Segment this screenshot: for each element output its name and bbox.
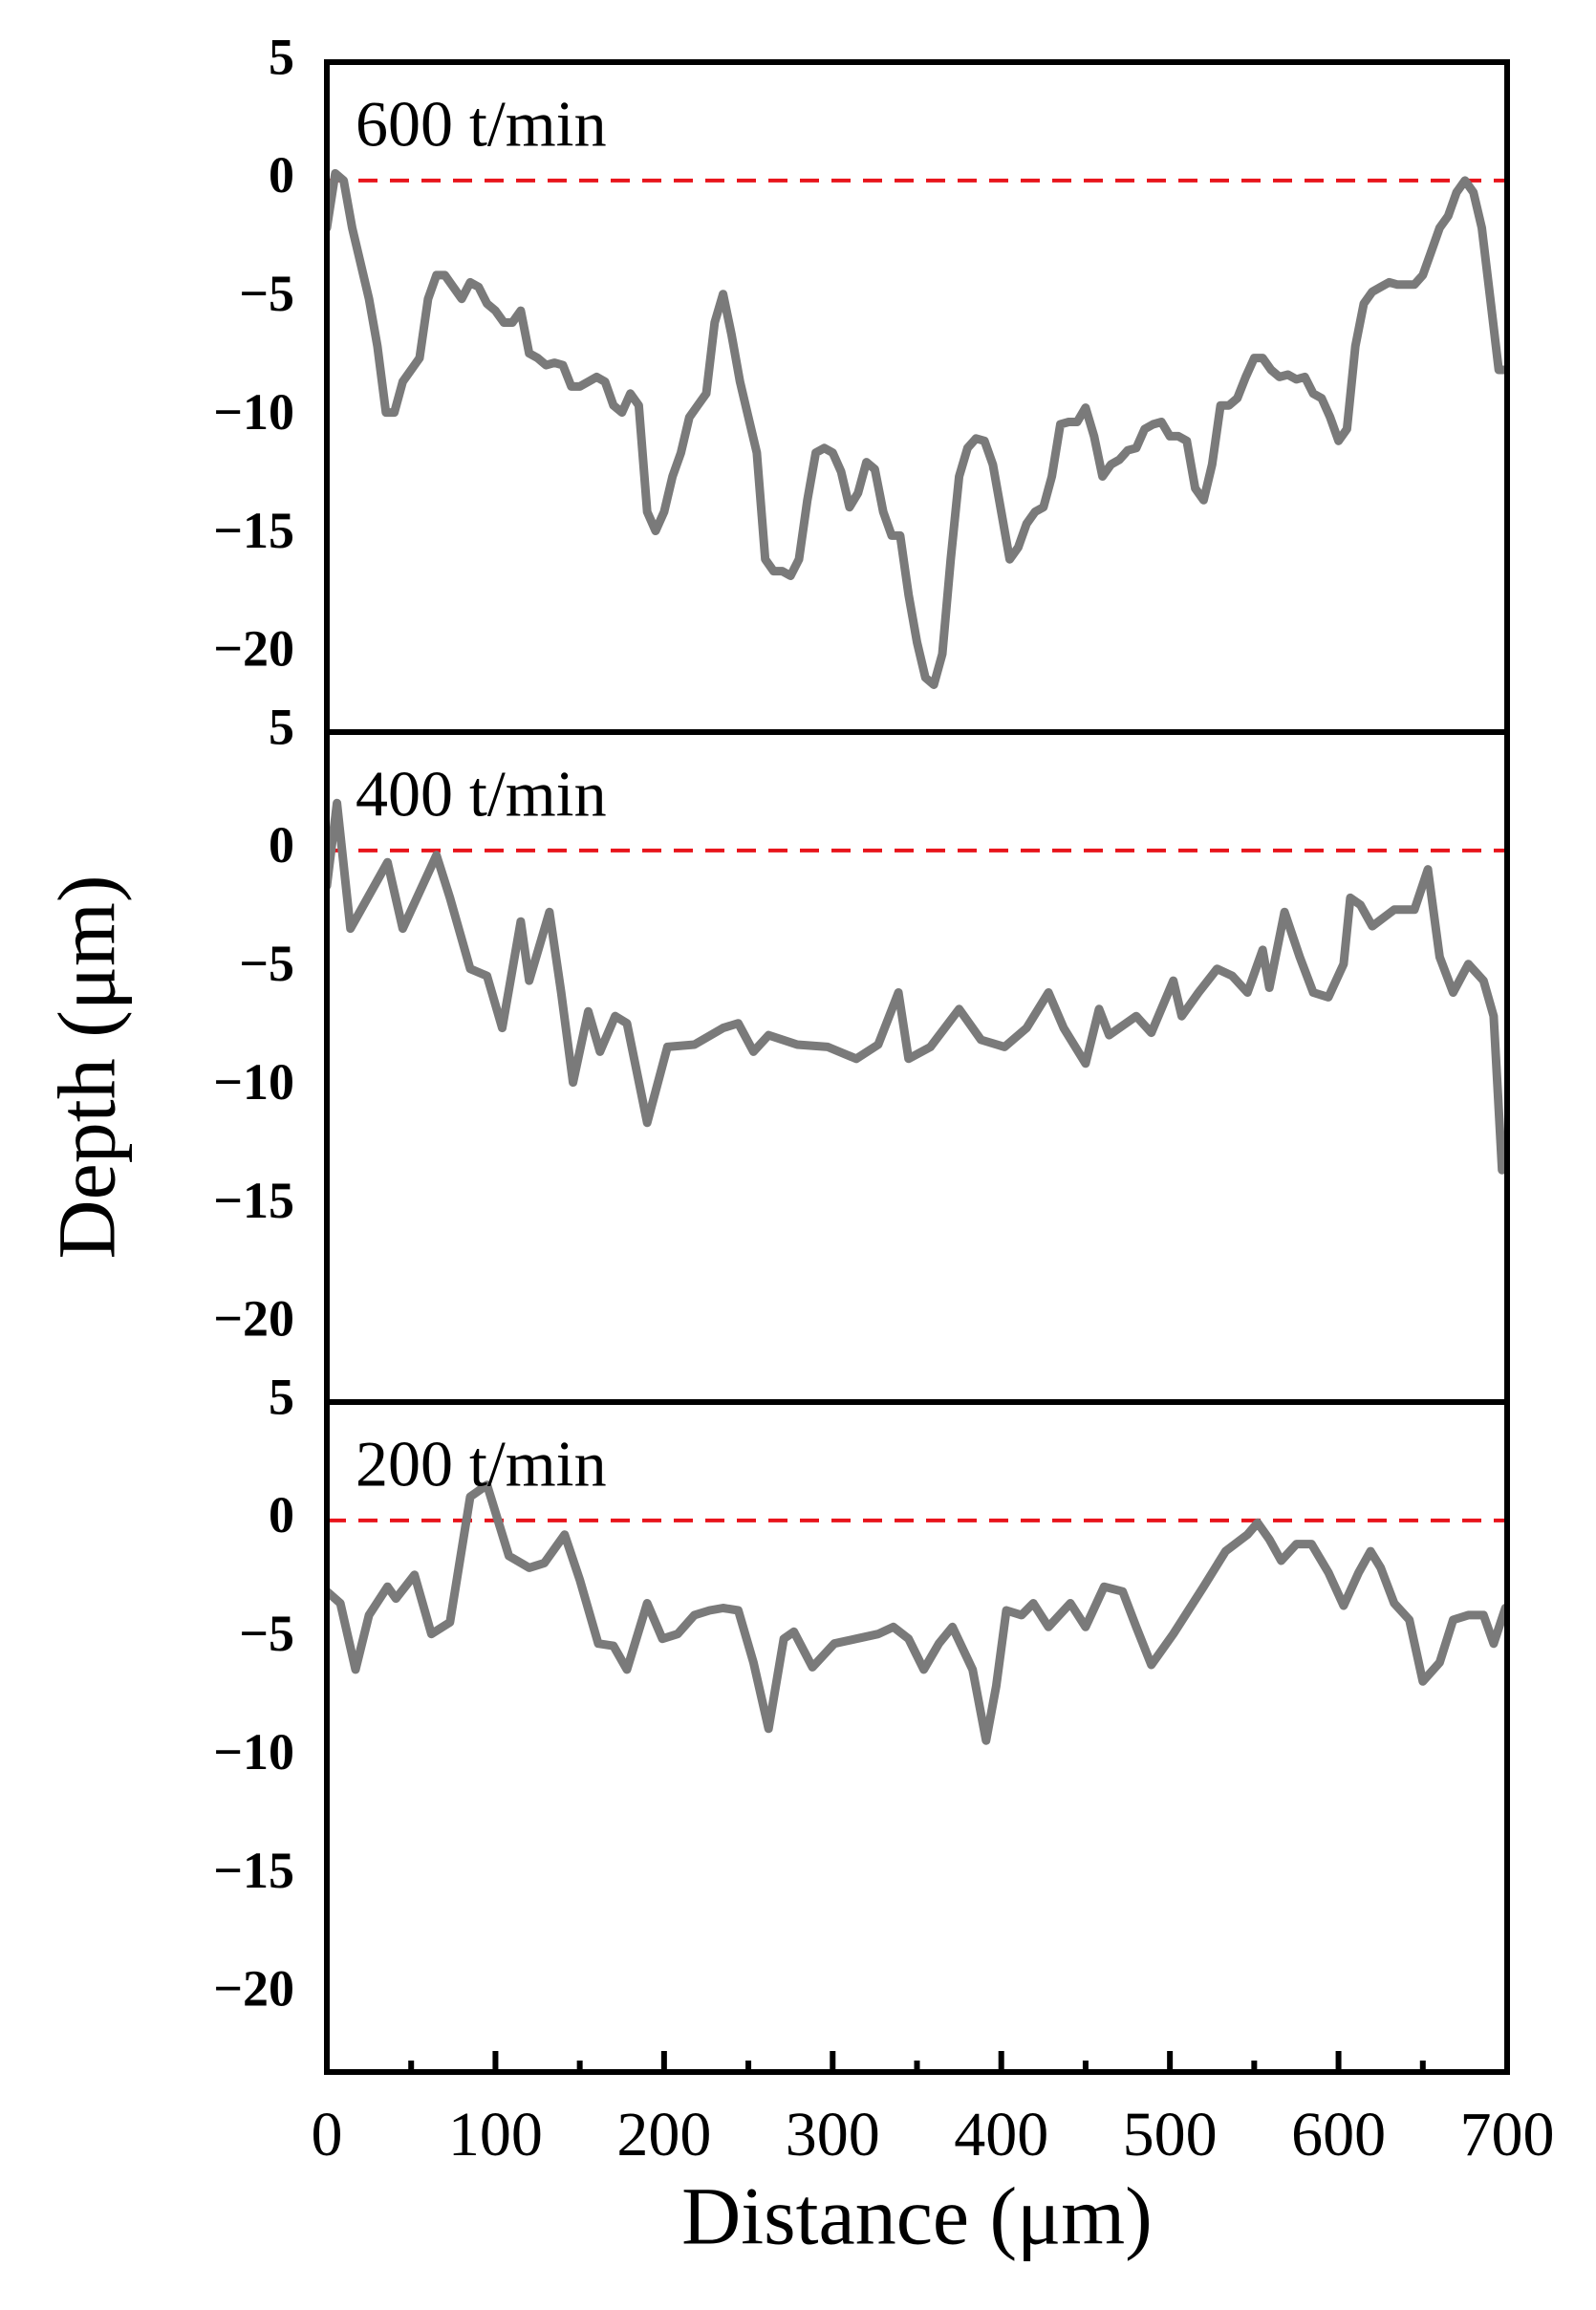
data-line [327,798,1507,1175]
panel-frame [324,729,1510,1405]
plot-area [327,168,1507,689]
y-tick-label: 5 [269,28,294,85]
panel-label: 400 t/min [356,758,607,831]
panel-label: 200 t/min [356,1428,607,1500]
y-tick-label: −20 [213,1960,294,2018]
y-tick-label: −15 [213,1172,294,1229]
y-tick-label: −20 [213,1290,294,1348]
x-tick-label: 700 [1460,2100,1555,2170]
x-tick-label: 300 [786,2100,880,2170]
plot-area [327,798,1507,1175]
y-tick-label: −10 [213,1053,294,1111]
y-tick-label: −15 [213,502,294,559]
plot-area [327,1480,1507,1745]
y-tick-label: 5 [269,1368,294,1425]
x-tick-label: 100 [448,2100,543,2170]
y-tick-label: −20 [213,620,294,678]
panel-label: 600 t/min [356,88,607,161]
y-tick-label: −5 [239,1605,294,1662]
y-tick-label: 0 [269,146,294,204]
y-tick-label: 0 [269,1486,294,1544]
x-axis-title: Distance (μm) [681,2170,1153,2262]
x-tick-label: 600 [1291,2100,1386,2170]
y-tick-label: 5 [269,698,294,755]
x-tick-label: 400 [954,2100,1048,2170]
y-tick-label: −5 [239,935,294,992]
y-tick-label: −10 [213,1723,294,1781]
y-tick-label: −5 [239,265,294,322]
x-tick-label: 200 [616,2100,711,2170]
data-line [327,168,1507,689]
y-axis-title: Depth (μm) [41,875,133,1260]
x-tick-label: 500 [1123,2100,1218,2170]
x-tick-label: 0 [312,2100,343,2170]
y-tick-label: 0 [269,816,294,874]
y-tick-label: −15 [213,1842,294,1899]
data-line [327,1480,1507,1745]
panel-frame [324,1399,1510,2075]
y-tick-label: −10 [213,383,294,441]
